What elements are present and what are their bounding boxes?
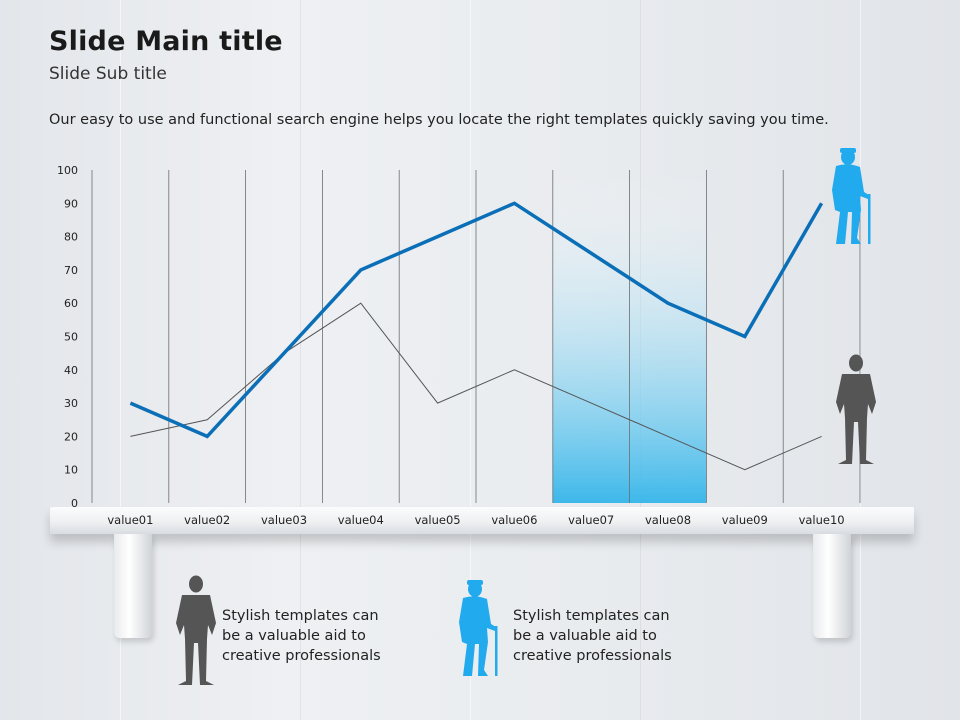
y-tick-label: 50 (64, 331, 78, 344)
y-tick-label: 20 (64, 430, 78, 443)
x-tick-label: value01 (107, 513, 153, 527)
x-tick-label: value06 (491, 513, 537, 527)
x-axis: value01 value02 value03 value04 value05 value… (107, 513, 844, 527)
x-tick-label: value10 (799, 513, 845, 527)
elderly-man-icon (832, 148, 871, 244)
x-tick-label: value05 (415, 513, 461, 527)
slide-title: Slide Main title (49, 26, 283, 57)
x-tick-label: value09 (722, 513, 768, 527)
caption-left: Stylish templates can be a valuable aid … (222, 608, 381, 664)
x-tick-label: value04 (338, 513, 384, 527)
shelf (50, 507, 914, 534)
shelf-bracket-left (114, 534, 152, 638)
shelf-bracket-right (813, 534, 851, 638)
x-tick-label: value03 (261, 513, 307, 527)
wall-plank (300, 0, 301, 720)
series-line-gray (130, 302, 822, 471)
series-line-blue (129, 201, 824, 439)
wall-plank (470, 0, 471, 720)
x-tick-label: value02 (184, 513, 230, 527)
series-layer (129, 201, 824, 471)
x-tick-label: value08 (645, 513, 691, 527)
wall-plank (120, 0, 121, 720)
businessman-icon (836, 354, 876, 464)
y-tick-label: 90 (64, 197, 78, 210)
y-tick-label: 10 (64, 464, 78, 477)
elderly-man-icon (459, 580, 498, 676)
x-tick-label: value07 (568, 513, 614, 527)
slide-subtitle: Slide Sub title (49, 64, 167, 84)
y-axis: 0 10 20 30 40 50 60 70 80 90 100 (57, 164, 78, 510)
y-tick-label: 100 (57, 164, 78, 177)
slide-description: Our easy to use and functional search en… (49, 112, 829, 128)
caption-right: Stylish templates can be a valuable aid … (513, 608, 672, 664)
y-tick-label: 70 (64, 264, 78, 277)
y-tick-label: 0 (71, 497, 78, 510)
y-tick-label: 60 (64, 297, 78, 310)
y-tick-label: 30 (64, 397, 78, 410)
y-tick-label: 40 (64, 364, 78, 377)
businessman-icon (176, 575, 216, 685)
y-tick-label: 80 (64, 231, 78, 244)
grid-layer (91, 170, 861, 503)
